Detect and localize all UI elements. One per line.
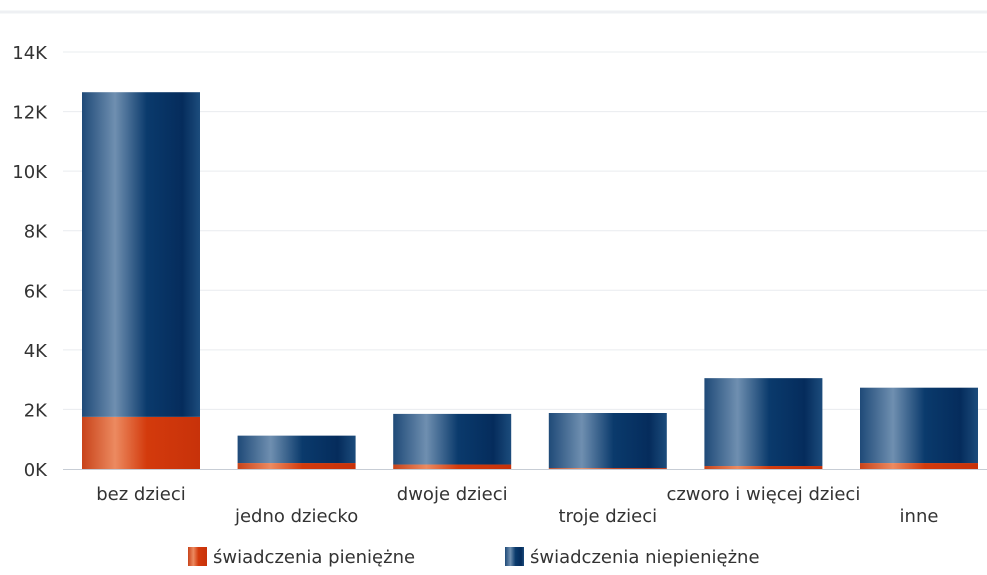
y-tick-label: 0K (24, 460, 48, 481)
bars (82, 92, 978, 469)
bar-pieniezne-4[interactable] (704, 466, 823, 469)
gridlines (63, 51, 987, 410)
legend-label: świadczenia pieniężne (213, 547, 415, 568)
bar-niepieniezne-4[interactable] (704, 378, 823, 467)
bar-niepieniezne-0[interactable] (82, 92, 200, 417)
bar-pieniezne-5[interactable] (860, 463, 978, 469)
y-tick-label: 2K (24, 400, 48, 421)
y-tick-label: 4K (24, 341, 48, 362)
bar-niepieniezne-5[interactable] (860, 387, 978, 464)
legend-item-pieniezne[interactable]: świadczenia pieniężne (188, 547, 415, 568)
x-category-label: troje dzieci (558, 506, 657, 527)
y-tick-label: 8K (24, 222, 48, 243)
legend-item-niepieniezne[interactable]: świadczenia niepieniężne (505, 547, 760, 568)
bar-pieniezne-2[interactable] (393, 464, 512, 469)
x-category-label: dwoje dzieci (397, 484, 508, 505)
bar-pieniezne-3[interactable] (548, 468, 667, 469)
bar-niepieniezne-2[interactable] (393, 413, 512, 465)
legend-label: świadczenia niepieniężne (530, 547, 760, 568)
x-category-label: bez dzieci (96, 484, 186, 505)
y-axis-tick-labels: 0K 2K 4K 6K 8K 10K 12K 14K (12, 43, 48, 481)
legend-swatch (188, 547, 207, 566)
x-category-label: jedno dziecko (234, 506, 358, 527)
legend: świadczenia pieniężne świadczenia niepien… (188, 547, 760, 568)
y-tick-label: 10K (12, 162, 48, 183)
x-axis-category-labels: bez dzieci jedno dziecko dwoje dzieci troje… (96, 484, 938, 527)
y-tick-label: 6K (24, 281, 48, 302)
y-tick-label: 12K (12, 103, 48, 124)
bar-niepieniezne-3[interactable] (548, 413, 667, 469)
y-tick-label: 14K (12, 43, 48, 64)
x-category-label: inne (900, 506, 939, 527)
bar-pieniezne-0[interactable] (82, 416, 200, 469)
legend-swatch (505, 547, 524, 566)
bar-pieniezne-1[interactable] (237, 463, 356, 469)
bar-niepieniezne-1[interactable] (237, 435, 356, 464)
x-category-label: czworo i więcej dzieci (666, 484, 860, 505)
